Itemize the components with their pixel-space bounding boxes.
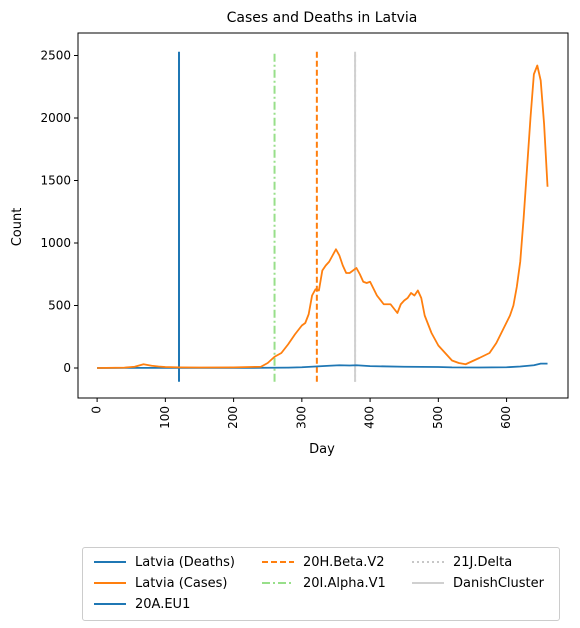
series-lines [97, 64, 549, 369]
y-axis: 0 500 1000 1500 2000 2500 [40, 49, 78, 375]
legend-swatch-21j-delta [412, 561, 444, 563]
y-tick-label-2500: 2500 [40, 49, 71, 63]
x-tick-label-300: 300 [294, 406, 308, 429]
legend-item-20a-eu1: 20A.EU1 [93, 594, 190, 614]
legend: Latvia (Deaths) Latvia (Cases) 20A.EU1 2… [82, 547, 560, 621]
plot-frame [77, 32, 569, 399]
legend-item-20h-beta-v2: 20H.Beta.V2 [261, 552, 385, 572]
y-tick-label-2000: 2000 [40, 111, 71, 125]
x-axis: 0 100 200 300 400 500 600 [90, 398, 513, 429]
variant-marker-lines [178, 51, 357, 382]
legend-swatch-20i-alpha-v1 [262, 582, 294, 584]
legend-item-20i-alpha-v1: 20I.Alpha.V1 [261, 573, 386, 593]
x-tick-label-0: 0 [90, 406, 104, 414]
legend-label-20a-eu1: 20A.EU1 [135, 596, 191, 612]
y-tick-label-500: 500 [48, 299, 71, 313]
legend-label-20i-alpha-v1: 20I.Alpha.V1 [303, 575, 386, 591]
x-axis-label: Day [309, 442, 335, 457]
legend-label-21j-delta: 21J.Delta [453, 554, 513, 570]
legend-item-latvia-cases: Latvia (Cases) [93, 573, 227, 593]
x-tick-label-400: 400 [363, 406, 377, 429]
legend-item-danishcluster: DanishCluster [411, 573, 544, 593]
legend-swatch-20h-beta-v2 [262, 561, 294, 563]
legend-label-danishcluster: DanishCluster [453, 575, 544, 591]
legend-swatch-20a-eu1 [94, 603, 126, 605]
series-line-latvia-cases [97, 64, 549, 369]
y-axis-label: Count [10, 208, 25, 247]
plot-border [77, 32, 569, 399]
legend-item-21j-delta: 21J.Delta [411, 552, 512, 572]
x-tick-label-200: 200 [226, 406, 240, 429]
x-tick-label-100: 100 [158, 406, 172, 429]
legend-swatch-latvia-cases [94, 582, 126, 584]
y-tick-label-1500: 1500 [40, 174, 71, 188]
x-tick-label-500: 500 [431, 406, 445, 429]
legend-label-20h-beta-v2: 20H.Beta.V2 [303, 554, 385, 570]
legend-label-latvia-cases: Latvia (Cases) [135, 575, 228, 591]
legend-label-latvia-deaths: Latvia (Deaths) [135, 554, 235, 570]
x-tick-label-600: 600 [499, 406, 513, 429]
y-tick-label-1000: 1000 [40, 236, 71, 250]
legend-swatch-danishcluster [412, 582, 444, 584]
chart-area: Cases and Deaths in Latvia 0 100 200 300 400… [10, 10, 569, 457]
legend-swatch-latvia-deaths [94, 561, 126, 563]
y-tick-label-0: 0 [63, 361, 71, 375]
chart-title: Cases and Deaths in Latvia [227, 10, 418, 26]
legend-item-latvia-deaths: Latvia (Deaths) [93, 552, 235, 572]
